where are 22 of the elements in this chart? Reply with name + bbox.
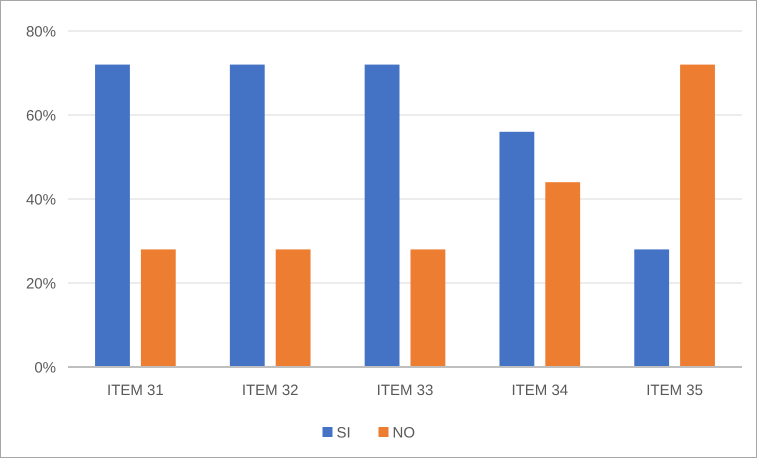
x-tick-label: ITEM 32 [242,382,299,399]
bar [680,64,715,367]
bar [140,249,176,367]
bar [634,249,670,367]
bar [230,64,265,367]
x-tick-label: ITEM 33 [376,382,434,399]
y-tick-label: 0% [34,359,56,376]
y-tick-label: 80% [26,23,56,40]
bar [545,182,580,367]
y-tick-label: 40% [26,191,56,208]
bar [499,132,534,367]
bar [364,64,400,367]
y-tick-label: 20% [26,275,56,292]
bar [95,64,130,367]
y-tick-label: 60% [26,107,56,124]
legend-label: SI [336,424,351,442]
x-tick-label: ITEM 35 [646,382,703,399]
legend-label: NO [392,424,415,442]
x-tick-label: ITEM 34 [511,382,568,399]
bar [410,249,446,367]
x-tick-label: ITEM 31 [107,382,164,399]
bar [276,249,311,367]
